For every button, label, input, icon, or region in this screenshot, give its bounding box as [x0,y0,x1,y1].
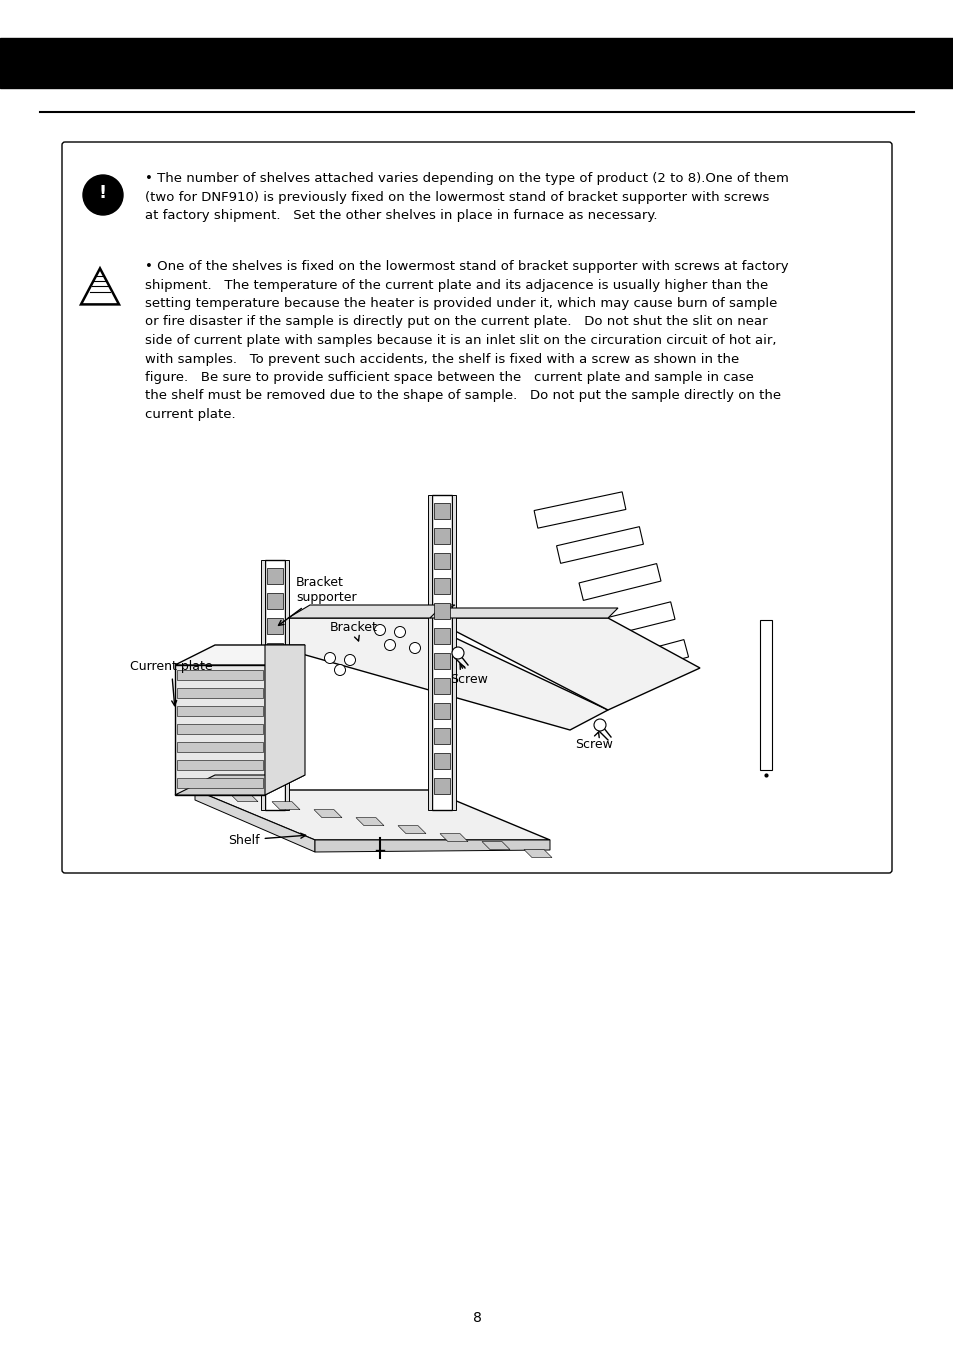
Polygon shape [314,810,341,818]
Polygon shape [434,578,450,594]
Circle shape [395,626,405,637]
Polygon shape [267,593,283,609]
Polygon shape [430,618,700,710]
Circle shape [344,655,355,666]
Circle shape [375,625,385,636]
Polygon shape [439,833,468,841]
Polygon shape [267,618,283,634]
Polygon shape [177,706,263,716]
Polygon shape [397,826,426,833]
Text: Bracket: Bracket [330,621,377,641]
Polygon shape [434,603,450,620]
Polygon shape [177,670,263,680]
Polygon shape [434,504,450,518]
Polygon shape [177,688,263,698]
Polygon shape [267,768,283,784]
Polygon shape [434,653,450,670]
Polygon shape [434,554,450,568]
Bar [0,38,953,88]
Polygon shape [434,678,450,694]
Polygon shape [267,568,283,585]
Polygon shape [267,668,283,684]
Polygon shape [267,718,283,734]
Text: Screw: Screw [450,664,487,687]
Circle shape [83,176,123,215]
Polygon shape [452,495,456,810]
Polygon shape [265,645,305,795]
Polygon shape [81,269,119,304]
Polygon shape [534,491,625,528]
Polygon shape [177,778,263,788]
Polygon shape [267,693,283,709]
Polygon shape [481,841,510,849]
Polygon shape [194,790,550,840]
Polygon shape [434,778,450,794]
Polygon shape [288,618,607,730]
Polygon shape [428,495,432,810]
FancyBboxPatch shape [62,142,891,873]
Polygon shape [595,602,675,639]
Polygon shape [556,526,642,563]
Polygon shape [267,643,283,659]
Text: 8: 8 [472,1311,481,1324]
Text: Screw: Screw [575,732,612,752]
Text: Bracket
supporter: Bracket supporter [278,576,356,625]
Polygon shape [194,790,314,852]
Polygon shape [434,528,450,544]
Polygon shape [267,743,283,759]
Polygon shape [261,560,265,810]
Text: Shelf: Shelf [228,833,305,846]
Text: !: ! [99,184,107,202]
Circle shape [594,720,605,730]
Circle shape [409,643,420,653]
Polygon shape [432,495,452,810]
Polygon shape [174,666,265,795]
Polygon shape [177,743,263,752]
Polygon shape [434,628,450,644]
Polygon shape [288,605,455,618]
Circle shape [384,640,395,651]
Polygon shape [177,724,263,734]
Polygon shape [578,563,660,601]
Polygon shape [285,560,289,810]
Polygon shape [434,728,450,744]
Polygon shape [272,802,299,810]
Polygon shape [355,818,384,826]
Polygon shape [314,840,550,852]
Polygon shape [611,640,688,676]
Polygon shape [265,560,285,810]
Polygon shape [523,849,552,857]
Circle shape [452,647,463,659]
Polygon shape [434,703,450,720]
Polygon shape [430,608,618,618]
Polygon shape [174,645,305,666]
Text: • The number of shelves attached varies depending on the type of product (2 to 8: • The number of shelves attached varies … [145,171,788,221]
Polygon shape [760,620,771,769]
Polygon shape [177,760,263,770]
Polygon shape [174,775,305,795]
Text: Current plate: Current plate [130,660,213,706]
Circle shape [335,664,345,675]
Circle shape [324,652,335,663]
Text: • One of the shelves is fixed on the lowermost stand of bracket supporter with s: • One of the shelves is fixed on the low… [145,261,788,421]
Polygon shape [230,794,257,802]
Polygon shape [434,753,450,769]
